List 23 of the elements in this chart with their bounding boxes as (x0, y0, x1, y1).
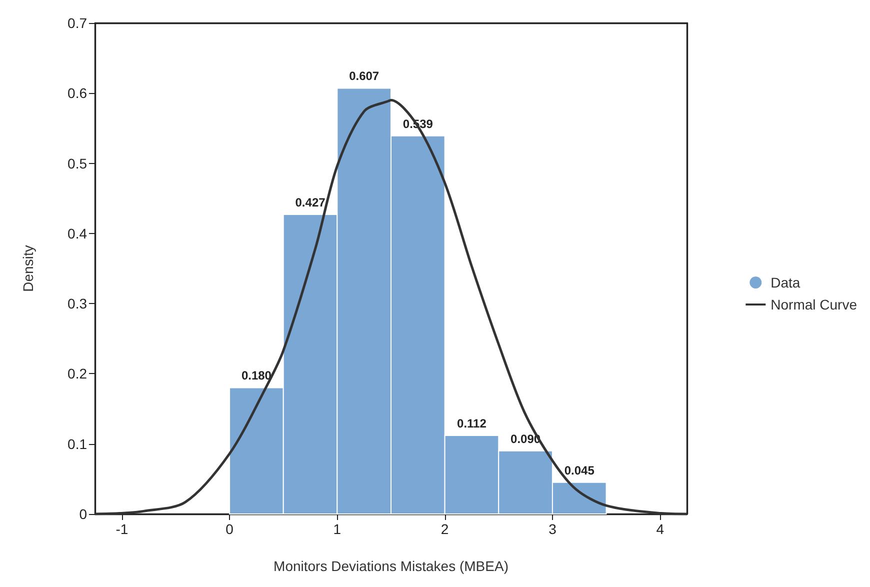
y-tick-label: 0.3 (68, 296, 88, 312)
y-tick-label: 0 (79, 506, 88, 522)
x-tick-label: 4 (656, 521, 664, 537)
legend-label: Data (770, 274, 800, 290)
legend-label: Normal Curve (770, 296, 858, 312)
y-tick-label: 0.5 (68, 155, 88, 172)
x-tick-label: 3 (548, 521, 557, 537)
y-tick-label: 0.2 (68, 366, 88, 382)
data-label: 0.607 (349, 69, 380, 84)
y-tick-label: 0.4 (68, 225, 88, 242)
data-label: 0.045 (564, 463, 595, 478)
data-label: 0.427 (295, 195, 326, 210)
y-axis-title: Density (20, 245, 36, 292)
x-tick-label: 2 (440, 521, 449, 537)
x-axis-title: Monitors Deviations Mistakes (MBEA) (274, 558, 508, 574)
y-tick-label: 0.7 (68, 15, 88, 31)
data-label: 0.112 (457, 416, 487, 430)
data-label: 0.180 (241, 368, 272, 383)
x-tick-label: 0 (226, 521, 234, 537)
x-tick-label: -1 (116, 521, 128, 537)
y-tick-label: 0.1 (68, 436, 88, 452)
y-tick-label: 0.6 (68, 85, 88, 102)
x-tick-label: 1 (333, 521, 342, 537)
